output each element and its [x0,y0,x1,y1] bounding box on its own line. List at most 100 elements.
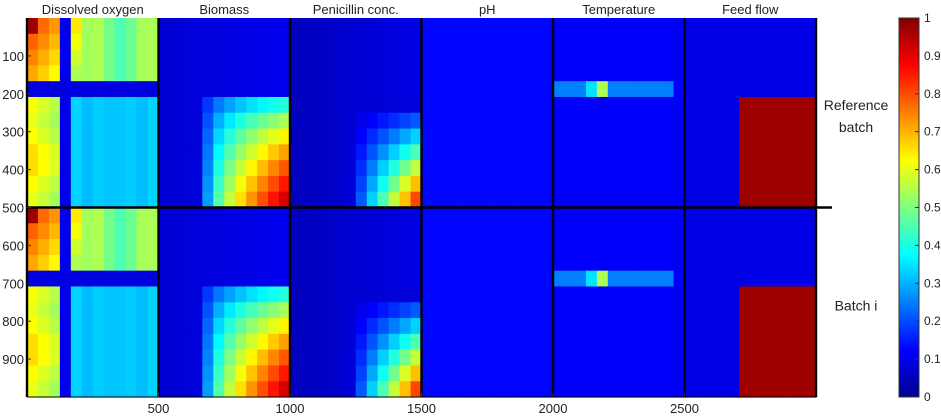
heatmap-cell [805,254,817,272]
heatmap-cell [213,302,225,319]
heatmap-cell [191,191,203,209]
heatmap-cell [191,333,203,351]
heatmap-cell [103,223,116,240]
heatmap-cell [465,349,477,367]
heatmap-cell [191,18,203,35]
heatmap-cell [476,33,488,51]
heatmap-cell [70,223,83,240]
heatmap-cell [706,191,718,209]
heatmap-cell [563,286,576,303]
heatmap-cell [794,112,806,130]
heatmap-cell [542,191,554,209]
heatmap-cell [169,65,182,82]
heatmap-cell [728,207,740,224]
heatmap-cell [355,254,368,272]
batch-label-1: Reference [824,97,889,113]
heatmap-cell [509,96,521,114]
heatmap-cell [706,33,718,51]
heatmap-cell [311,112,324,130]
heatmap-cell [673,65,686,82]
heatmap-cell [498,318,510,335]
heatmap-cell [355,207,368,224]
heatmap-cell [322,65,335,82]
heatmap-cell [629,318,642,335]
heatmap-cell [465,365,477,382]
heatmap-cell [322,96,335,114]
heatmap-cell [224,239,236,256]
heatmap-cell [235,349,247,367]
heatmap-cell [531,349,543,367]
batch-label-2: Batch i [835,297,878,313]
heatmap-cell [596,207,609,224]
heatmap-cell [48,191,61,209]
heatmap-cell [377,160,390,177]
heatmap-cell [772,81,784,98]
heatmap-cell [366,333,379,351]
heatmap-cell [322,81,335,98]
heatmap-cell [520,49,532,66]
heatmap-cell [432,286,445,303]
heatmap-cell [158,254,171,272]
heatmap-cell [618,49,631,66]
heatmap-panel-1-batch-1 [27,18,160,209]
heatmap-cell [542,223,554,240]
heatmap-cell [794,191,806,209]
heatmap-cell [629,365,642,382]
heatmap-cell [48,302,61,319]
heatmap-cell [27,318,39,335]
heatmap-cell [70,33,83,51]
heatmap-cell [300,270,313,288]
heatmap-cell [651,381,664,398]
heatmap-cell [432,160,445,177]
heatmap-cell [257,18,269,35]
heatmap-cell [311,302,324,319]
heatmap-cell [191,239,203,256]
heatmap-cell [761,191,773,209]
heatmap-cell [268,49,280,66]
heatmap-cell [465,65,477,82]
heatmap-cell [268,381,280,398]
heatmap-cell [191,65,203,82]
heatmap-cell [706,18,718,35]
heatmap-cell [761,365,773,382]
heatmap-cell [596,191,609,209]
heatmap-cell [224,207,236,224]
heatmap-cell [772,302,784,319]
heatmap-cell [355,239,368,256]
heatmap-cell [542,128,554,145]
heatmap-cell [728,96,740,114]
heatmap-cell [48,333,61,351]
heatmap-cell [114,128,127,145]
heatmap-cell [70,254,83,272]
heatmap-cell [454,18,466,35]
heatmap-cell [805,270,817,288]
heatmap-cell [344,349,357,367]
heatmap-cell [607,112,620,130]
heatmap-cell [290,65,302,82]
heatmap-cell [761,18,773,35]
heatmap-cell [574,191,587,209]
heatmap-cell [388,381,401,398]
heatmap-cell [563,333,576,351]
heatmap-cell [257,112,269,130]
heatmap-cell [81,286,94,303]
heatmap-cell [27,381,39,398]
heatmap-cell [520,349,532,367]
heatmap-cell [191,207,203,224]
heatmap-cell [421,333,434,351]
heatmap-cell [728,49,740,66]
heatmap-cell [224,175,236,193]
heatmap-cell [59,160,72,177]
heatmap-cell [59,33,72,51]
heatmap-cell [684,81,697,98]
heatmap-cell [92,349,105,367]
heatmap-cell [750,144,762,161]
heatmap-cell [476,96,488,114]
heatmap-cell [322,144,335,161]
heatmap-cell [246,207,258,224]
heatmap-cell [761,49,773,66]
heatmap-cell [432,365,445,382]
heatmap-cells [27,18,817,398]
heatmap-cell [476,333,488,351]
